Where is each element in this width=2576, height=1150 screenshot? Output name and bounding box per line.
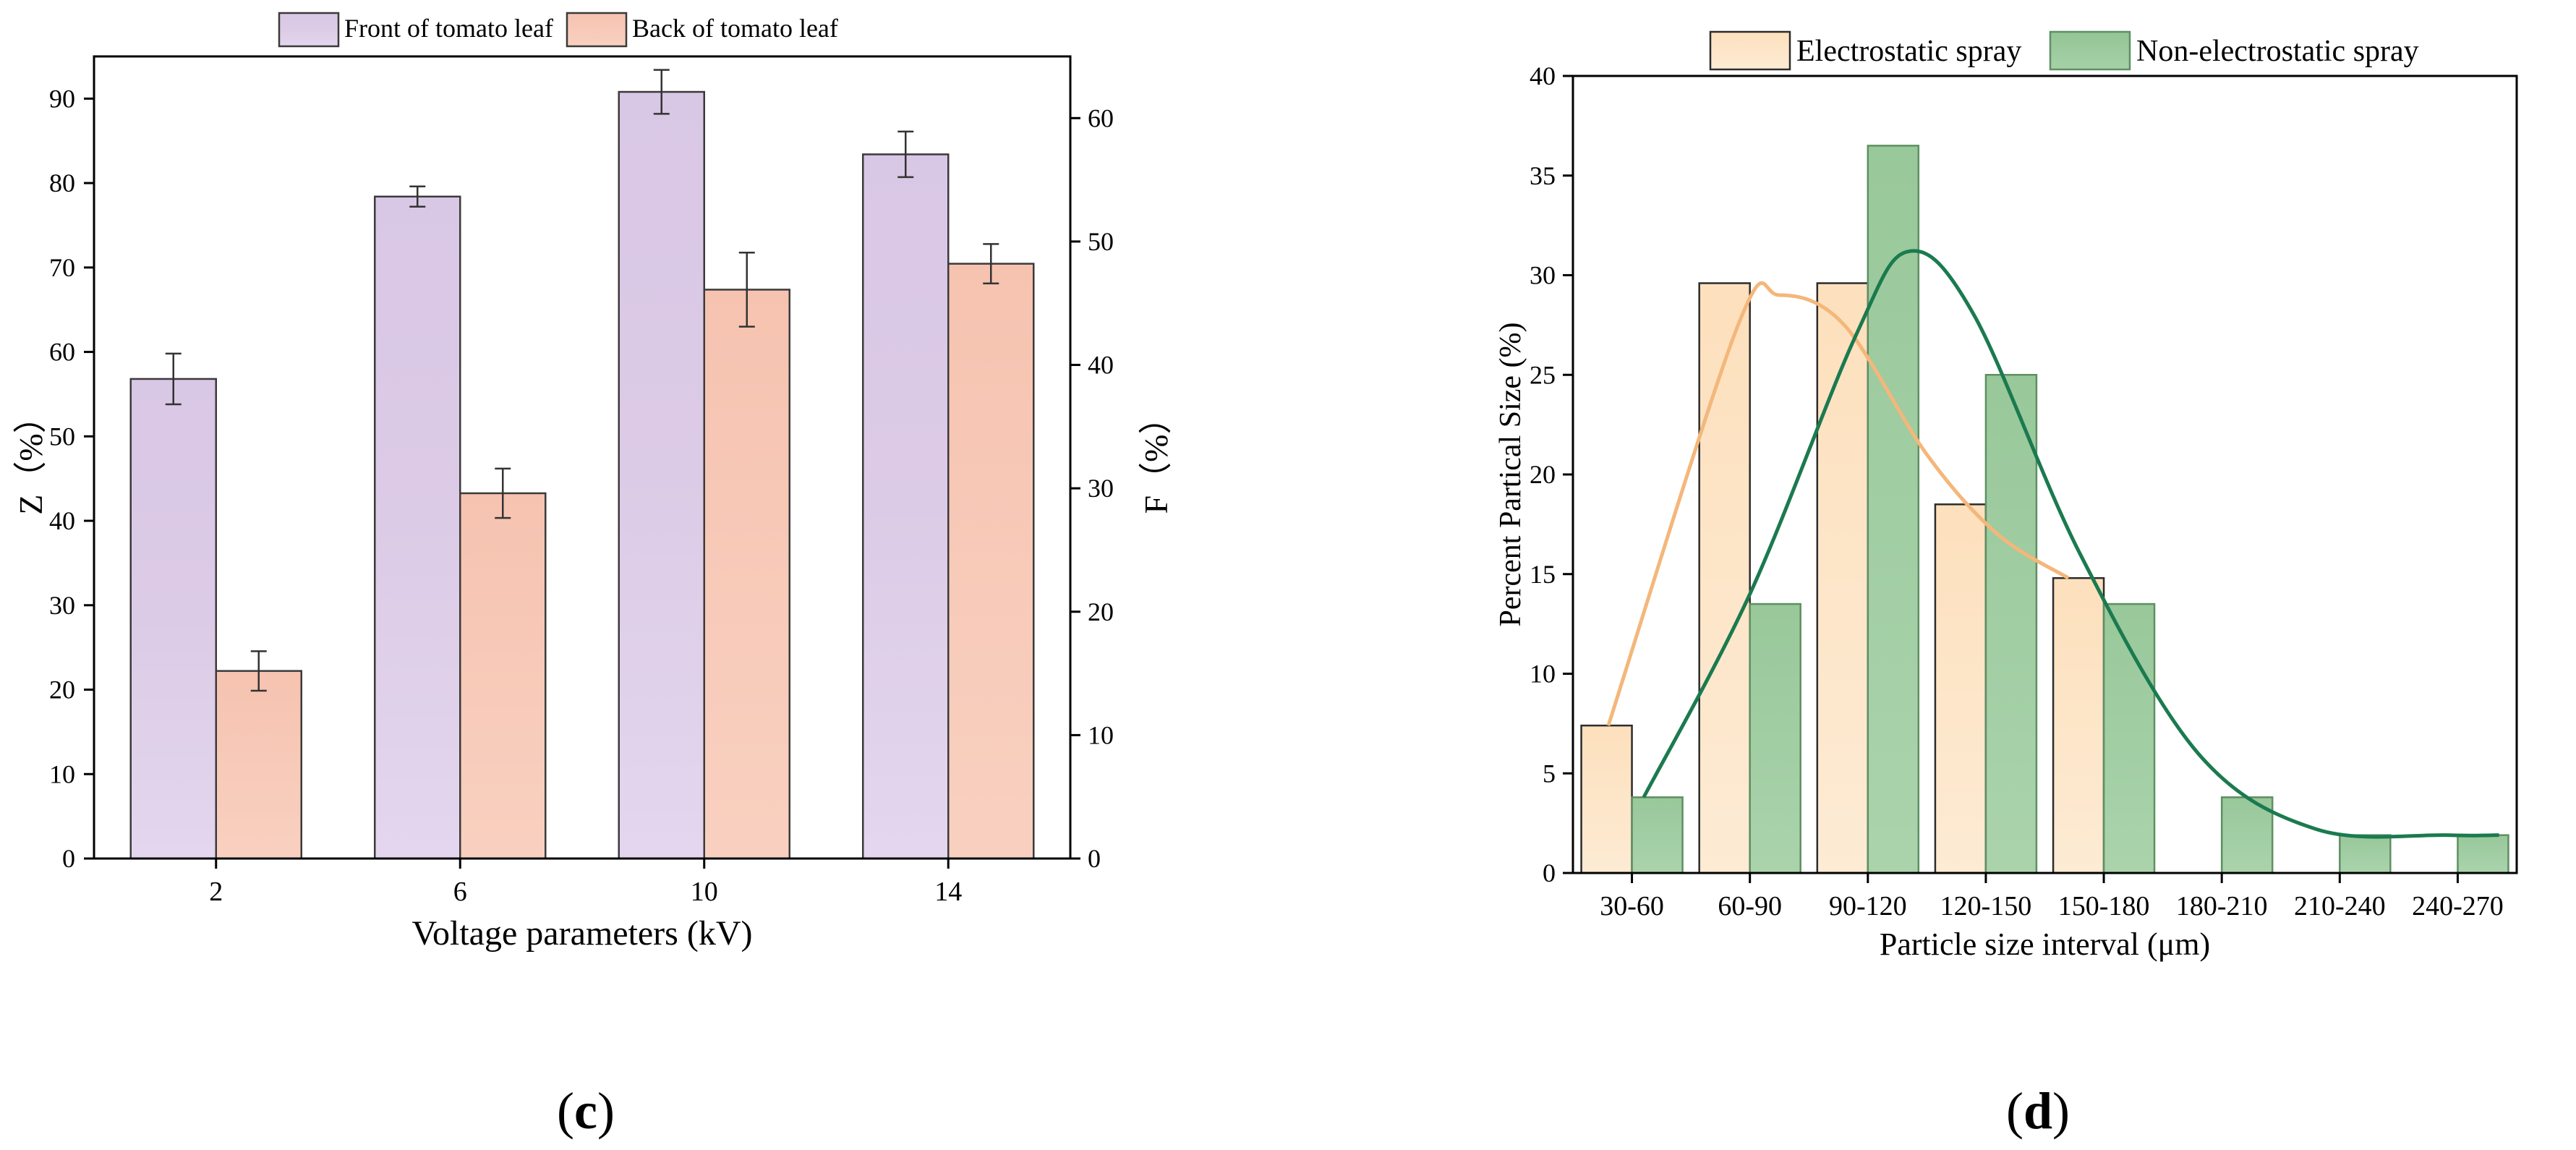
x-tick-label: 240-270 bbox=[2412, 891, 2504, 921]
panel-label-d: (d) bbox=[2006, 1082, 2070, 1140]
x-axis-title: Voltage parameters (kV) bbox=[412, 914, 753, 953]
y-tick-label: 20 bbox=[49, 676, 75, 704]
bar-electrostatic bbox=[1934, 503, 1987, 874]
x-tick-label: 180-210 bbox=[2176, 891, 2268, 921]
legend-swatch-non-electrostatic bbox=[2049, 30, 2131, 71]
bar-non-electrostatic bbox=[2220, 796, 2274, 874]
y-right-tick-label: 40 bbox=[1088, 351, 1114, 380]
legend-swatch-electrostatic bbox=[1709, 30, 1791, 71]
x-tick-label: 14 bbox=[934, 877, 962, 907]
y-tick-label: 90 bbox=[49, 84, 75, 113]
y-right-tick-label: 30 bbox=[1088, 474, 1114, 503]
bar-non-electrostatic bbox=[1749, 602, 1801, 874]
y-right-axis-title: F（%） bbox=[1138, 401, 1174, 514]
x-tick-label: 10 bbox=[691, 877, 718, 907]
bar-back bbox=[459, 492, 547, 860]
y-tick-label: 50 bbox=[49, 422, 75, 451]
y-tick-label: 20 bbox=[1530, 460, 1556, 489]
y-axis-title: Z（%） bbox=[12, 400, 49, 514]
legend-label-front: Front of tomato leaf bbox=[344, 14, 553, 43]
y-tick-label: 40 bbox=[1530, 61, 1556, 90]
x-tick-label: 60-90 bbox=[1718, 891, 1782, 921]
y-tick-label: 0 bbox=[1543, 859, 1556, 887]
chart-panel-d: 0 5 10 15 20 25 30 35 40 30-60 60-90 90-120 120-150 1… bbox=[1494, 30, 2518, 962]
bar-non-electrostatic bbox=[2339, 834, 2392, 874]
y-tick-label: 30 bbox=[1530, 261, 1556, 290]
bar-non-electrostatic bbox=[1631, 796, 1684, 874]
bar-front bbox=[374, 195, 461, 860]
y-tick-label: 30 bbox=[49, 591, 75, 620]
legend: Front of tomato leaf Back of tomato leaf bbox=[278, 12, 838, 48]
x-tick-label: 30-60 bbox=[1600, 891, 1664, 921]
y-right-tick-label: 0 bbox=[1088, 844, 1101, 873]
bar-front bbox=[618, 90, 705, 860]
y-tick-label: 60 bbox=[49, 338, 75, 367]
y-tick-label: 15 bbox=[1530, 560, 1556, 589]
y-tick-label: 25 bbox=[1530, 360, 1556, 389]
bar-front bbox=[129, 378, 217, 860]
legend-swatch-front bbox=[278, 12, 340, 48]
bar-electrostatic bbox=[1816, 282, 1869, 874]
fit-curve-electrostatic bbox=[1606, 281, 2070, 726]
legend-label-non-electrostatic: Non-electrostatic spray bbox=[2136, 35, 2419, 68]
y-right-tick-label: 60 bbox=[1088, 103, 1114, 132]
x-tick-label: 6 bbox=[453, 877, 467, 907]
x-tick-label: 210-240 bbox=[2294, 891, 2386, 921]
bar-non-electrostatic bbox=[1984, 374, 2038, 874]
y-axis-title: Percent Partical Size (%) bbox=[1494, 323, 1527, 627]
x-tick-label: 2 bbox=[209, 877, 223, 907]
y-right-tick-label: 20 bbox=[1088, 597, 1114, 626]
bar-back bbox=[947, 263, 1035, 860]
legend-label-back: Back of tomato leaf bbox=[632, 14, 838, 43]
x-tick-label: 150-180 bbox=[2058, 891, 2150, 921]
chart-panel-c: 0 10 20 30 40 50 60 70 80 90 0 10 20 30 40 50 60 2 6 10 14 Vo… bbox=[12, 12, 1174, 953]
x-tick-label: 90-120 bbox=[1829, 891, 1907, 921]
bar-electrostatic bbox=[1698, 282, 1751, 874]
bar-non-electrostatic bbox=[2457, 834, 2509, 874]
plot-frame bbox=[93, 55, 1072, 860]
y-tick-label: 70 bbox=[49, 253, 75, 282]
y-right-tick-label: 50 bbox=[1088, 227, 1114, 256]
x-tick-label: 120-150 bbox=[1940, 891, 2032, 921]
legend: Electrostatic spray Non-electrostatic spr… bbox=[1709, 30, 2419, 71]
y-tick-label: 10 bbox=[49, 759, 75, 788]
bar-back bbox=[215, 670, 302, 860]
fit-curve-non-electrostatic bbox=[1642, 249, 2499, 839]
legend-swatch-back bbox=[566, 12, 628, 48]
bar-non-electrostatic bbox=[1867, 145, 1920, 874]
y-right-tick-label: 10 bbox=[1088, 720, 1114, 749]
legend-label-electrostatic: Electrostatic spray bbox=[1796, 35, 2021, 68]
x-axis-title: Particle size interval (μm) bbox=[1880, 927, 2210, 962]
bar-back bbox=[703, 289, 790, 860]
y-tick-label: 35 bbox=[1530, 161, 1556, 190]
y-tick-label: 40 bbox=[49, 506, 75, 535]
bar-front bbox=[862, 153, 950, 860]
y-tick-label: 0 bbox=[62, 844, 75, 873]
y-tick-label: 80 bbox=[49, 169, 75, 197]
bar-electrostatic bbox=[1580, 724, 1633, 874]
y-tick-label: 10 bbox=[1530, 660, 1556, 689]
bar-electrostatic bbox=[2052, 577, 2105, 874]
y-tick-label: 5 bbox=[1543, 759, 1556, 788]
panel-label-c: (c) bbox=[557, 1082, 615, 1140]
